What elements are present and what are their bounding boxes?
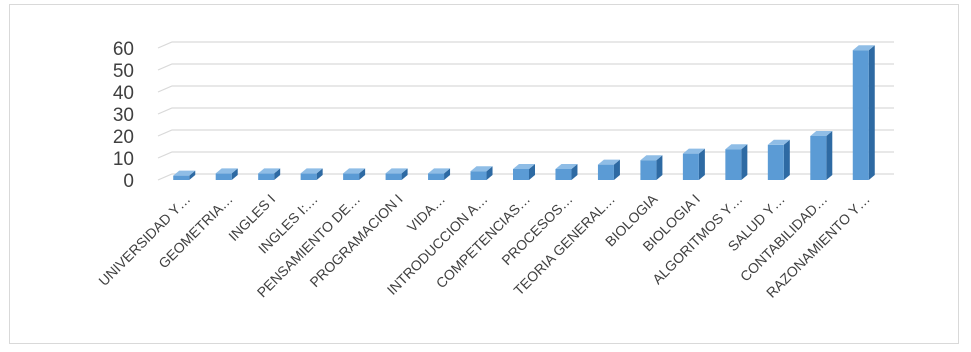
bar-top xyxy=(682,148,705,154)
y-tick-label: 10 xyxy=(113,149,134,170)
bar-top xyxy=(725,144,748,150)
bar-front xyxy=(725,149,742,180)
bar xyxy=(597,159,620,180)
bars xyxy=(173,45,875,181)
bar xyxy=(173,170,196,180)
y-tick-label: 20 xyxy=(113,127,134,148)
bar xyxy=(428,168,451,180)
gridline xyxy=(157,107,894,115)
bar-side xyxy=(486,166,493,180)
bar xyxy=(513,164,535,180)
bar-top xyxy=(513,164,535,169)
bar-side xyxy=(741,144,748,180)
bar-top xyxy=(428,168,451,174)
bar xyxy=(852,45,875,181)
bar-top xyxy=(215,168,238,174)
bar xyxy=(682,148,705,180)
bar-side xyxy=(231,168,238,180)
bar-side xyxy=(613,159,620,180)
gridline xyxy=(157,41,894,49)
bar-front xyxy=(470,171,487,180)
y-tick-label: 40 xyxy=(113,83,134,104)
bar-front xyxy=(300,173,317,180)
bar-top xyxy=(767,139,790,145)
bar-front xyxy=(215,173,232,180)
bar xyxy=(640,155,663,180)
bar-top xyxy=(555,164,578,169)
bar-front xyxy=(767,144,784,180)
bar-side xyxy=(189,170,196,180)
bar-side xyxy=(656,155,663,180)
bar-top xyxy=(470,166,493,172)
bar-front xyxy=(258,173,275,180)
bar xyxy=(258,168,281,180)
bar-front xyxy=(385,173,402,180)
x-category-label: GEOMETRIA… xyxy=(155,191,236,272)
bar xyxy=(725,144,748,180)
bar-side xyxy=(698,148,705,180)
bar xyxy=(470,166,493,180)
bar xyxy=(555,164,578,180)
bar-front xyxy=(555,169,572,180)
bar-top xyxy=(640,155,663,161)
bar-top xyxy=(173,170,196,176)
bar-side xyxy=(826,131,833,180)
bar-top xyxy=(597,159,620,165)
bar-side xyxy=(316,168,323,180)
bar xyxy=(385,168,408,180)
bar-top xyxy=(300,168,323,174)
bar-front xyxy=(173,175,190,180)
gridline xyxy=(157,129,894,137)
bar xyxy=(767,139,790,180)
bar-side xyxy=(529,164,535,180)
bar-side xyxy=(401,168,408,180)
y-tick-label: 60 xyxy=(113,39,134,60)
bar-top xyxy=(810,131,833,136)
y-tick-label: 30 xyxy=(113,105,134,126)
bar-side xyxy=(444,168,451,180)
bar-side xyxy=(274,168,281,180)
y-tick-label: 0 xyxy=(123,171,134,192)
gridline xyxy=(157,63,894,71)
bar-front xyxy=(343,173,360,180)
bar-front xyxy=(640,160,657,180)
bar-top xyxy=(343,168,366,174)
bar-side xyxy=(571,164,578,180)
bar-front xyxy=(597,164,614,180)
bar xyxy=(343,168,366,180)
gridline xyxy=(157,85,894,93)
y-tick-label: 50 xyxy=(113,61,134,82)
bar xyxy=(810,131,833,180)
gridline xyxy=(157,151,894,159)
bar-front xyxy=(513,169,529,180)
bar-top xyxy=(852,45,875,51)
bar-side xyxy=(359,168,366,180)
bar-side xyxy=(868,45,875,181)
bar-front xyxy=(682,153,699,180)
bar-front xyxy=(852,50,869,181)
bar-front xyxy=(428,173,445,180)
bar-side xyxy=(783,139,790,180)
bar-top xyxy=(258,168,281,174)
bar-front xyxy=(810,136,827,180)
bar-top xyxy=(385,168,408,174)
bar xyxy=(215,168,238,180)
bar xyxy=(300,168,323,180)
